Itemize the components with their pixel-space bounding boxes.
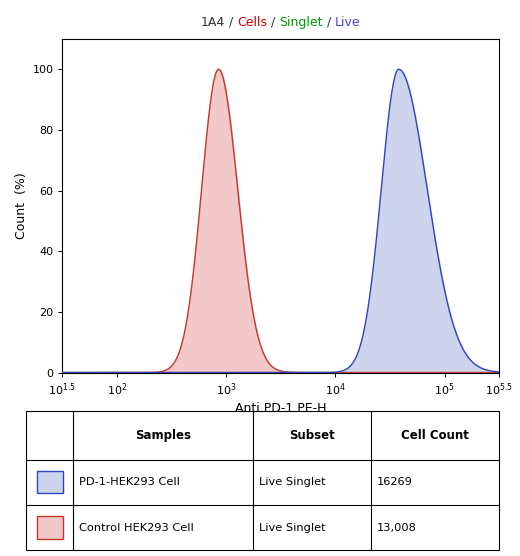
Bar <box>36 516 63 539</box>
Text: /: / <box>323 16 335 29</box>
Text: 13,008: 13,008 <box>377 523 417 533</box>
Text: PD-1-HEK293 Cell: PD-1-HEK293 Cell <box>79 478 180 487</box>
Text: Live Singlet: Live Singlet <box>259 478 326 487</box>
Bar <box>36 471 63 494</box>
Text: Cells: Cells <box>237 16 267 29</box>
Text: Cell Count: Cell Count <box>401 429 469 442</box>
Text: Live: Live <box>335 16 361 29</box>
Y-axis label: Count  (%): Count (%) <box>15 172 28 239</box>
Text: /: / <box>225 16 237 29</box>
Text: 16269: 16269 <box>377 478 413 487</box>
Text: Live Singlet: Live Singlet <box>259 523 326 533</box>
Text: Singlet: Singlet <box>279 16 323 29</box>
X-axis label: Anti PD-1 PE-H: Anti PD-1 PE-H <box>235 403 327 415</box>
Text: Samples: Samples <box>135 429 191 442</box>
Text: /: / <box>267 16 279 29</box>
Text: Control HEK293 Cell: Control HEK293 Cell <box>79 523 194 533</box>
Text: 1A4: 1A4 <box>201 16 225 29</box>
Text: Subset: Subset <box>290 429 335 442</box>
